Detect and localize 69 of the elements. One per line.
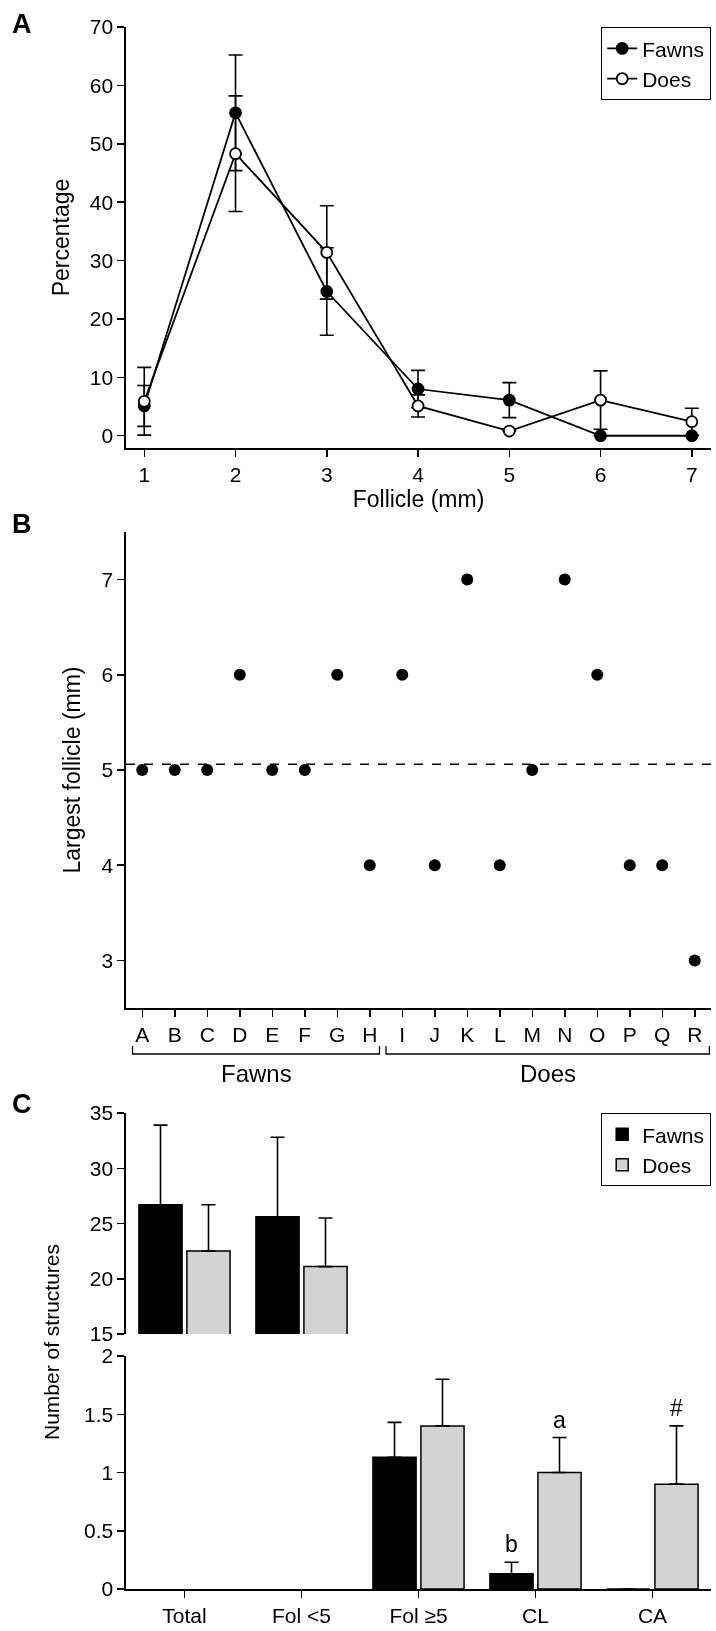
x-tick-label: B (167, 1022, 182, 1046)
x-tick-label: C (199, 1022, 215, 1046)
annotation: a (553, 1407, 566, 1433)
y-tick-label: 7 (101, 567, 114, 591)
x-tick-label: D (232, 1022, 248, 1046)
x-tick-label: R (687, 1022, 703, 1046)
y-tick-label: 30 (89, 1156, 114, 1180)
x-tick-label: H (362, 1022, 378, 1046)
x-tick-label: M (523, 1022, 541, 1046)
x-tick-label: 6 (594, 462, 607, 486)
x-tick-label: Fol <5 (272, 1603, 331, 1627)
x-tick-label: Total (162, 1603, 207, 1627)
x-tick-label: 7 (685, 462, 698, 486)
y-tick-label: 6 (101, 663, 114, 687)
x-tick-label: N (557, 1022, 573, 1046)
y-tick-label: 25 (89, 1211, 114, 1235)
y-tick-label: 1.5 (84, 1402, 114, 1426)
y-tick-label: 35 (89, 1101, 114, 1125)
y-tick-label: 40 (89, 190, 114, 214)
chart-title: C (12, 1088, 32, 1119)
y-tick-label: 0 (101, 424, 114, 448)
y-axis-title: Percentage (47, 178, 74, 297)
x-tick-label: 5 (503, 462, 516, 486)
x-tick-label: L (493, 1022, 506, 1046)
x-tick-label: I (399, 1022, 406, 1046)
x-tick-label: 3 (320, 462, 333, 486)
x-tick-label: O (589, 1022, 606, 1046)
y-tick-label: 15 (89, 1322, 114, 1346)
y-tick-label: 2 (101, 1344, 114, 1368)
y-tick-label: 10 (89, 365, 114, 389)
x-axis-title: Follicle (mm) (352, 485, 485, 512)
x-tick-label: 2 (229, 462, 242, 486)
chart-title: A (12, 8, 32, 39)
y-tick-label: 0.5 (84, 1519, 114, 1543)
y-tick-label: 1 (101, 1460, 114, 1484)
x-tick-label: Q (654, 1022, 671, 1046)
x-tick-label: A (135, 1022, 150, 1046)
y-axis-title: Largest follicle (mm) (59, 666, 86, 874)
x-tick-label: J (429, 1022, 440, 1046)
y-tick-label: 5 (101, 758, 114, 782)
legend-label: Does (642, 67, 692, 91)
text: Fawns (221, 1060, 292, 1087)
x-tick-label: F (298, 1022, 312, 1046)
y-tick-label: 30 (89, 248, 114, 272)
y-tick-label: 60 (89, 73, 114, 97)
chart-title: B (12, 508, 32, 539)
x-tick-label: P (622, 1022, 637, 1046)
y-tick-label: 50 (89, 132, 114, 156)
annotation: # (670, 1395, 683, 1421)
legend-label: Does (642, 1153, 692, 1177)
x-tick-label: K (460, 1022, 475, 1046)
text: Does (520, 1060, 577, 1087)
x-tick-label: CL (522, 1603, 549, 1627)
y-tick-label: 4 (101, 853, 114, 877)
legend-label: Fawns (642, 1123, 705, 1147)
y-tick-label: 70 (89, 15, 114, 39)
y-tick-label: 20 (89, 307, 114, 331)
y-tick-label: 3 (101, 948, 114, 972)
legend-label: Fawns (642, 37, 705, 61)
y-tick-label: 0 (101, 1577, 114, 1601)
x-tick-label: G (329, 1022, 346, 1046)
x-tick-label: CA (637, 1603, 668, 1627)
annotation: b (505, 1531, 518, 1557)
y-tick-label: 20 (89, 1267, 114, 1291)
x-tick-label: 1 (138, 462, 151, 486)
y-axis-title: Number of structures (40, 1243, 64, 1441)
x-tick-label: E (265, 1022, 280, 1046)
x-tick-label: 4 (412, 462, 425, 486)
x-tick-label: Fol ≥5 (389, 1603, 448, 1627)
